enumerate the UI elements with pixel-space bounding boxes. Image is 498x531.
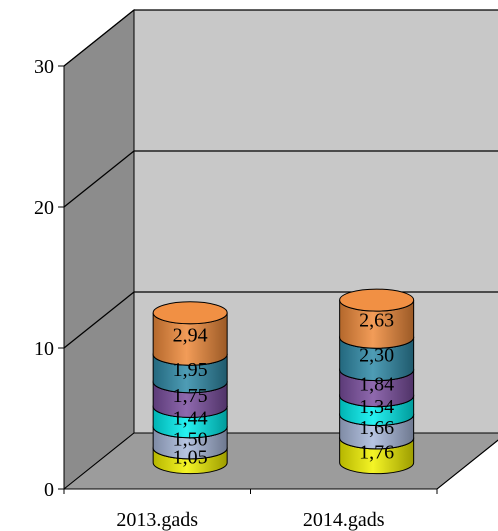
data-label: 1,66 — [359, 417, 394, 439]
data-label: 2,94 — [173, 325, 208, 347]
cylinder-segment-top — [339, 288, 415, 312]
chart-floor — [62, 432, 498, 490]
data-labels: 1,051,501,441,75 1,95 2,94 1,761,661,341,84… — [173, 310, 395, 469]
data-label: 1,76 — [359, 441, 394, 463]
cylinder-bars — [152, 288, 415, 475]
gridline — [63, 9, 498, 67]
data-label: 1,44 — [173, 408, 208, 430]
data-label: 1,75 — [173, 385, 208, 407]
data-label: 1,84 — [359, 374, 394, 396]
data-label: 2,30 — [359, 344, 394, 366]
x-category-label: 2013.gads — [116, 509, 198, 531]
data-label: 1,95 — [173, 359, 208, 381]
chart-side-wall — [63, 8, 135, 491]
y-axis: 0 10 20 30 — [34, 56, 65, 501]
gridline — [63, 150, 498, 208]
data-label: 1,34 — [359, 396, 394, 418]
data-label: 2,63 — [359, 310, 394, 332]
floor-right-edge — [436, 439, 498, 490]
y-tick-label: 30 — [34, 56, 54, 78]
x-axis: 2013.gads 2014.gads — [63, 439, 498, 531]
cylinder-segment-top — [152, 301, 228, 325]
y-tick-label: 0 — [44, 479, 54, 501]
y-tick-label: 20 — [34, 197, 54, 219]
x-category-label: 2014.gads — [303, 509, 385, 531]
data-label: 1,05 — [173, 446, 208, 468]
data-label: 1,50 — [173, 428, 208, 450]
y-tick-label: 10 — [34, 338, 54, 360]
